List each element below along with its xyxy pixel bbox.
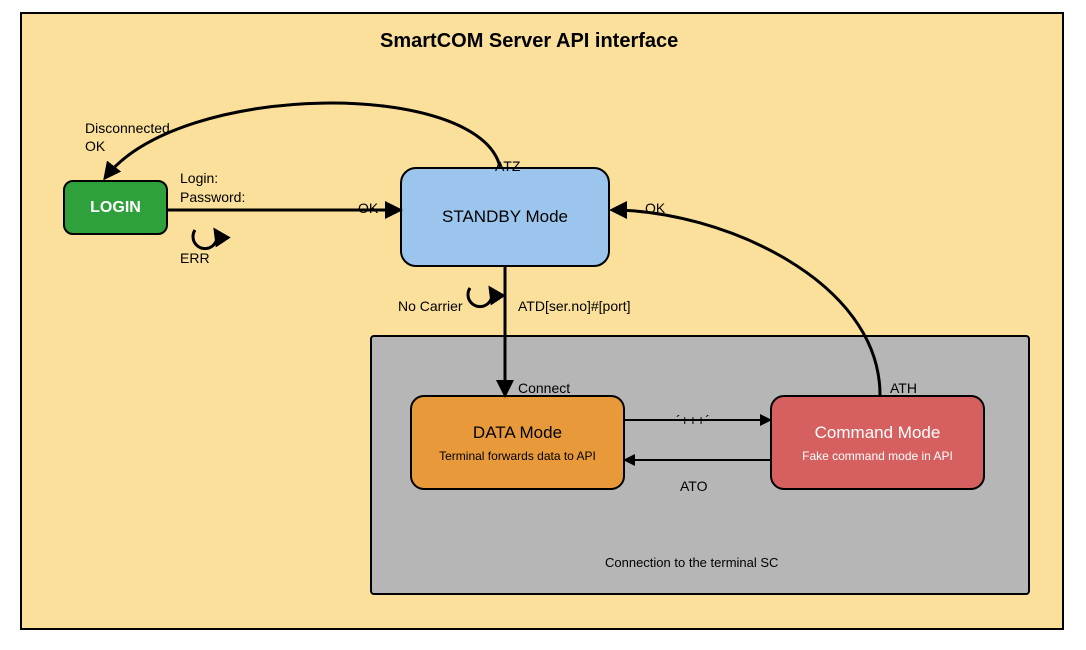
node-command-mode-sublabel: Fake command mode in API xyxy=(802,449,953,463)
edge-label-standby_to_data-1: Connect xyxy=(518,380,570,396)
edge-label-data_to_command-0: ´+++´ xyxy=(676,412,710,428)
edge-label-login_to_standby-2: OK xyxy=(358,200,378,216)
edge-label-login_err_loop-0: ERR xyxy=(180,250,210,266)
node-command-mode: Command Mode Fake command mode in API xyxy=(770,395,985,490)
node-login: LOGIN xyxy=(63,180,168,235)
node-standby: STANDBY Mode xyxy=(400,167,610,267)
edge-label-login_to_standby-0: Login: xyxy=(180,170,218,186)
node-command-mode-label: Command Mode xyxy=(815,423,941,443)
edge-label-command_to_data-0: ATO xyxy=(680,478,708,494)
edge-label-command_to_standby-1: OK xyxy=(645,200,665,216)
edge-label-command_to_standby-0: ATH xyxy=(890,380,917,396)
diagram-title: SmartCOM Server API interface xyxy=(380,30,678,53)
node-data-mode: DATA Mode Terminal forwards data to API xyxy=(410,395,625,490)
node-data-mode-label: DATA Mode xyxy=(473,423,562,443)
edge-label-login_to_standby-1: Password: xyxy=(180,189,245,205)
node-standby-label: STANDBY Mode xyxy=(442,207,568,227)
node-login-label: LOGIN xyxy=(90,199,141,217)
node-data-mode-sublabel: Terminal forwards data to API xyxy=(439,449,596,463)
edge-label-standby_to_login_disconnected-1: OK xyxy=(85,138,105,154)
edge-label-standby_no_carrier_loop-0: No Carrier xyxy=(398,298,463,314)
connection-panel-caption: Connection to the terminal SC xyxy=(605,555,778,570)
edge-label-standby_to_login_disconnected-2: ATZ xyxy=(495,158,520,174)
edge-label-standby_to_login_disconnected-0: Disconnected xyxy=(85,120,170,136)
diagram-canvas: SmartCOM Server API interface Connection… xyxy=(0,0,1086,650)
edge-label-standby_to_data-0: ATD[ser.no]#[port] xyxy=(518,298,631,314)
